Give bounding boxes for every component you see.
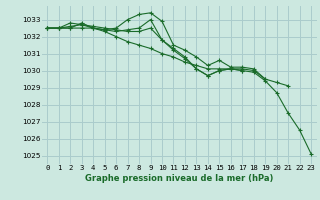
X-axis label: Graphe pression niveau de la mer (hPa): Graphe pression niveau de la mer (hPa) bbox=[85, 174, 273, 183]
